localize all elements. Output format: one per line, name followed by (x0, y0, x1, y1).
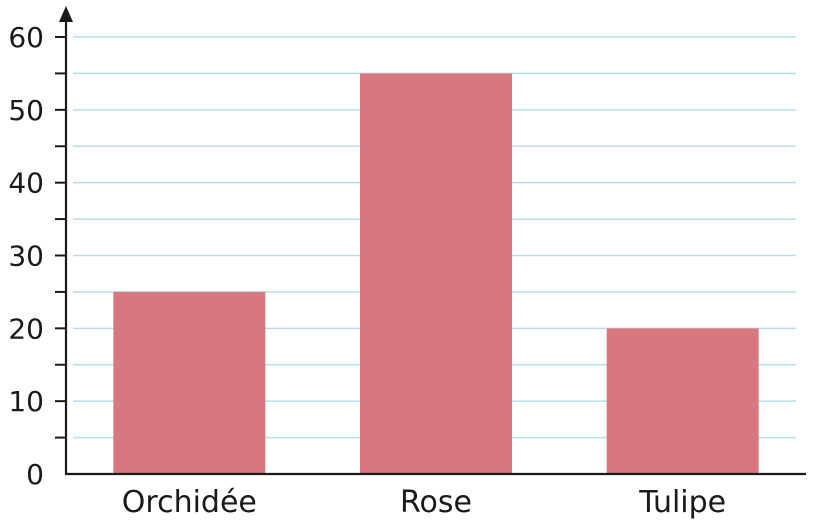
y-tick-label: 20 (8, 312, 44, 345)
labels: Orchidée Rose Tulipe 0 10 20 30 40 50 60 (8, 21, 726, 520)
x-tick-label: Rose (400, 485, 472, 520)
y-tick-label: 50 (8, 94, 44, 127)
y-tick-label: 60 (8, 21, 44, 54)
bar-rose (360, 73, 512, 475)
y-tick-label: 40 (8, 167, 44, 200)
y-axis-arrow-icon (59, 6, 73, 22)
axes (55, 6, 806, 476)
bar-tulipe (606, 328, 759, 474)
y-tick-label: 0 (26, 458, 44, 491)
bar-orchidee (113, 291, 266, 474)
y-tick-label: 10 (8, 385, 44, 418)
y-tick-label: 30 (8, 240, 44, 273)
x-tick-label: Tulipe (638, 485, 726, 520)
bars (113, 73, 759, 475)
x-tick-label: Orchidée (122, 485, 257, 520)
